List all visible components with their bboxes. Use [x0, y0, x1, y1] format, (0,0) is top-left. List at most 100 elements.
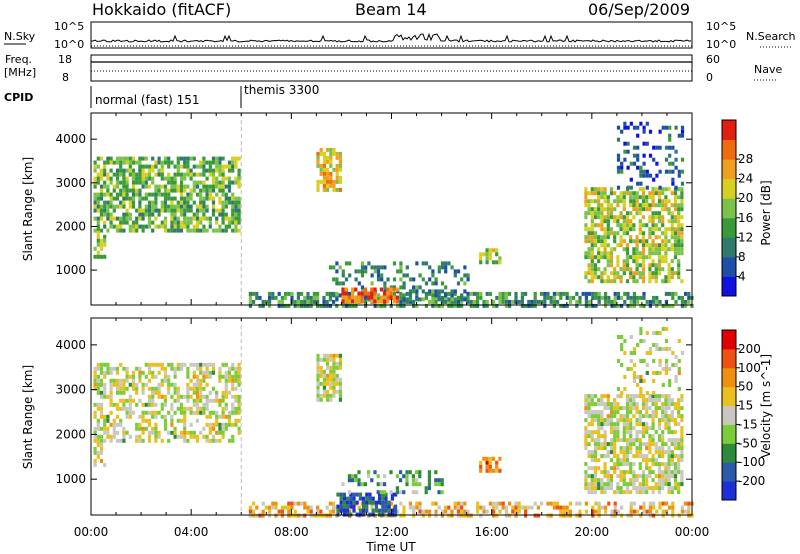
velocity-cell — [625, 394, 630, 399]
power-cell — [319, 171, 323, 176]
velocity-cell — [122, 398, 126, 403]
velocity-cell — [332, 509, 336, 514]
velocity-cell — [371, 500, 375, 505]
power-cell — [179, 180, 184, 185]
power-cell — [562, 303, 566, 308]
time-tick-label: 04:00 — [174, 525, 209, 539]
power-cell — [641, 187, 646, 192]
power-cell — [405, 299, 409, 304]
velocity-cell — [645, 410, 649, 415]
velocity-cell — [495, 513, 499, 518]
velocity-cell — [381, 496, 385, 501]
velocity-cell — [661, 482, 665, 487]
velocity-cell — [405, 482, 409, 487]
power-cell — [163, 188, 168, 193]
velocity-cell — [179, 434, 184, 439]
power-cell — [106, 156, 110, 161]
power-cell — [195, 208, 200, 213]
velocity-cell — [677, 402, 681, 407]
power-cell — [125, 180, 129, 185]
velocity-cell — [597, 478, 601, 483]
velocity-cell — [221, 410, 225, 415]
power-cell — [613, 267, 617, 272]
power-cell — [144, 204, 148, 209]
velocity-cell — [211, 410, 216, 415]
power-cell — [620, 295, 624, 300]
power-cell — [581, 291, 585, 296]
velocity-cell — [215, 438, 219, 443]
power-cell — [632, 239, 636, 244]
velocity-cell — [234, 370, 238, 375]
velocity-cell — [147, 422, 152, 427]
velocity-cell — [374, 500, 378, 505]
power-cell — [103, 184, 107, 189]
power-cell — [476, 303, 480, 308]
power-cell — [157, 172, 161, 177]
velocity-cell — [131, 382, 136, 387]
velocity-cell — [629, 442, 633, 447]
velocity-cell — [600, 402, 604, 407]
power-cell — [664, 291, 668, 296]
power-cell — [167, 192, 171, 197]
power-cell — [479, 256, 483, 261]
power-cell — [613, 279, 617, 284]
velocity-cell — [661, 394, 665, 399]
power-cell — [680, 215, 684, 220]
velocity-cell — [167, 378, 171, 383]
velocity-cell — [606, 442, 610, 447]
power-cell — [590, 235, 594, 240]
velocity-cell — [629, 426, 633, 431]
velocity-cell — [597, 426, 601, 431]
velocity-cell — [141, 382, 145, 387]
velocity-cell — [370, 478, 374, 483]
velocity-cell — [227, 366, 232, 371]
power-cell — [303, 303, 307, 308]
velocity-cell — [163, 374, 168, 379]
power-cell — [128, 228, 132, 233]
velocity-cell — [667, 482, 671, 487]
power-cell — [208, 164, 212, 169]
power-cell — [677, 219, 681, 224]
power-cell — [173, 164, 177, 169]
power-cell — [370, 265, 374, 270]
velocity-cell — [170, 394, 174, 399]
power-cell — [144, 176, 148, 181]
power-cell — [154, 188, 158, 193]
power-cell — [584, 203, 588, 208]
velocity-cell — [287, 501, 291, 506]
power-cell — [418, 273, 422, 278]
velocity-cell — [290, 505, 294, 510]
velocity-cell — [619, 470, 623, 475]
power-cell — [96, 228, 100, 233]
velocity-cell — [584, 446, 588, 451]
power-cell — [623, 149, 627, 154]
power-cell — [125, 184, 129, 189]
power-cell — [657, 251, 662, 256]
power-cell — [344, 277, 349, 282]
velocity-cell — [668, 505, 672, 510]
velocity-cell — [556, 501, 560, 506]
velocity-cell — [163, 378, 168, 383]
velocity-cell — [189, 422, 193, 427]
date-title: 06/Sep/2009 — [588, 0, 690, 19]
power-cell — [609, 215, 614, 220]
power-cell — [335, 187, 339, 192]
velocity-cell — [93, 430, 97, 435]
power-cell — [635, 199, 639, 204]
power-cell — [170, 200, 174, 205]
power-cell — [215, 228, 219, 233]
velocity-cell — [668, 383, 672, 387]
power-cell — [652, 177, 656, 182]
power-cell — [495, 303, 499, 308]
power-cell — [680, 181, 685, 186]
velocity-cell — [248, 505, 252, 510]
velocity-cell — [341, 482, 345, 487]
power-cell — [590, 231, 594, 236]
velocity-cell — [389, 501, 393, 506]
power-cell — [218, 228, 222, 233]
velocity-cell — [234, 422, 238, 427]
power-cell — [651, 191, 655, 196]
power-cell — [629, 191, 633, 196]
velocity-cell — [96, 378, 100, 383]
velocity-cell — [141, 410, 145, 415]
